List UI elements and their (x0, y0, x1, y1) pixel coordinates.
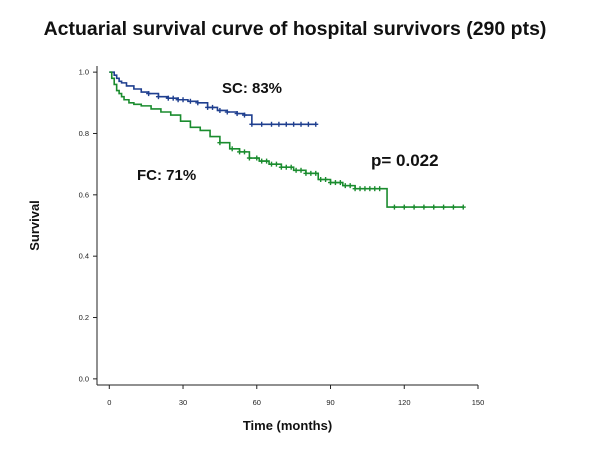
y-tick-label: 0.6 (79, 190, 89, 199)
annotation-p-value: p= 0.022 (371, 151, 439, 170)
survival-curve-2 (109, 71, 464, 208)
y-axis-label: Survival (27, 200, 42, 251)
x-axis-label: Time (months) (243, 418, 332, 433)
chart-title: Actuarial survival curve of hospital sur… (43, 18, 547, 40)
x-tick-label: 60 (253, 398, 261, 407)
survival-curve-1 (109, 71, 316, 126)
series-layer (109, 71, 466, 210)
y-tick-label: 0.0 (79, 374, 89, 383)
y-tick-label: 1.0 (79, 68, 89, 77)
y-tick-label: 0.2 (79, 313, 89, 322)
annotation-fc: FC: 71% (137, 167, 196, 184)
plot-frame (96, 66, 478, 386)
x-tick-label: 30 (179, 398, 187, 407)
x-tick-label: 150 (472, 398, 485, 407)
y-tick-label: 0.4 (79, 252, 89, 261)
x-tick-label: 90 (326, 398, 334, 407)
y-tick-label: 0.8 (79, 129, 89, 138)
x-tick-label: 0 (107, 398, 111, 407)
axis-ticks: 0 30 60 90 120 150 0.0 0.2 0.4 0.6 0.8 1.0 (79, 68, 485, 407)
x-tick-label: 120 (398, 398, 411, 407)
annotation-sc: SC: 83% (222, 80, 282, 97)
